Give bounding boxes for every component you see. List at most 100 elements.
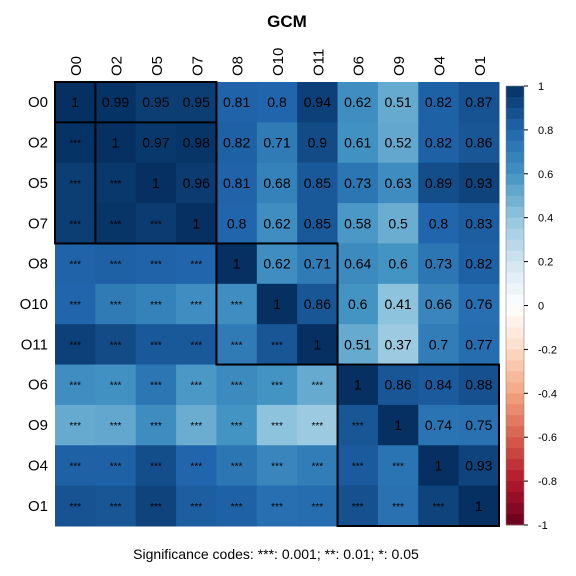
- cell-significance-label: ***: [312, 421, 324, 432]
- colorbar-segment: [506, 118, 524, 131]
- cell-significance-label: ***: [69, 300, 81, 311]
- colorbar-tick-label: 0.4: [538, 213, 553, 225]
- heatmap-cell: [418, 82, 460, 123]
- heatmap-cell: [418, 162, 460, 204]
- cell-value-label: 0.68: [263, 175, 290, 191]
- row-label: O4: [28, 457, 48, 474]
- colorbar-segment: [506, 184, 524, 197]
- cell-value-label: 0.76: [465, 296, 492, 312]
- cell-value-label: 0.95: [142, 94, 169, 110]
- cell-value-label: 0.71: [304, 256, 331, 272]
- colorbar-segment: [506, 404, 524, 416]
- cell-value-label: 0.97: [142, 135, 169, 151]
- colorbar-segment: [506, 305, 524, 317]
- cell-significance-label: ***: [69, 381, 81, 392]
- colorbar-segment: [506, 514, 524, 526]
- colorbar-segment: [506, 107, 524, 120]
- chart-title: GCM: [267, 12, 307, 31]
- cell-value-label: 0.94: [304, 94, 331, 110]
- heatmap-cell: [458, 404, 500, 446]
- colorbar-segment: [506, 481, 524, 493]
- cell-value-label: 0.93: [465, 175, 492, 191]
- heatmap-cell: [95, 122, 137, 164]
- heatmap-cell: [297, 82, 339, 123]
- cell-value-label: 0.83: [465, 215, 492, 231]
- cell-significance-label: ***: [110, 340, 122, 351]
- heatmap-cell: [95, 203, 137, 244]
- heatmap-cells: [55, 82, 500, 527]
- cell-significance-label: ***: [190, 502, 202, 513]
- cell-value-label: 0.77: [465, 336, 492, 352]
- heatmap-cell: [135, 324, 177, 366]
- heatmap-cell: [377, 203, 419, 244]
- heatmap-cell: [377, 485, 419, 527]
- cell-significance-label: ***: [190, 300, 202, 311]
- heatmap-cell: [337, 162, 379, 204]
- heatmap-cell: [297, 364, 339, 406]
- cell-value-label: 1: [273, 296, 281, 312]
- cell-value-label: 1: [435, 457, 443, 473]
- heatmap-cell: [55, 283, 96, 325]
- heatmap-cell: [377, 82, 419, 123]
- heatmap-cell: [377, 364, 419, 406]
- cell-significance-label: ***: [352, 461, 364, 472]
- heatmap-cell: [135, 243, 177, 285]
- heatmap-cell: [458, 82, 500, 123]
- cell-value-label: 0.62: [263, 215, 290, 231]
- colorbar-segment: [506, 327, 524, 339]
- cell-value-label: 0.62: [263, 256, 290, 272]
- heatmap-cell: [297, 404, 339, 446]
- heatmap-cell: [337, 445, 379, 487]
- heatmap-cell: [216, 203, 258, 244]
- cell-significance-label: ***: [150, 461, 162, 472]
- heatmap-cell: [256, 162, 298, 204]
- colorbar-segment: [506, 283, 524, 295]
- heatmap-cell: [135, 283, 177, 325]
- cell-value-label: 0.86: [465, 135, 492, 151]
- row-labels: O0 O2 O5 O7 O8 O10 O11 O6 O9 O4 O1: [20, 94, 48, 515]
- heatmap-cell: [256, 243, 298, 285]
- cell-value-label: 0.82: [425, 94, 452, 110]
- heatmap-cell: [418, 324, 460, 366]
- cell-value-label: 0.61: [344, 135, 371, 151]
- heatmap-cell: [418, 485, 460, 527]
- colorbar-segment: [506, 140, 524, 153]
- cell-significance-label: ***: [69, 461, 81, 472]
- heatmap-cell: [337, 283, 379, 325]
- cell-value-label: 0.51: [344, 336, 371, 352]
- cell-significance-label: ***: [69, 260, 81, 271]
- heatmap-cell: [95, 283, 137, 325]
- colorbar-tick-label: 1: [538, 81, 544, 93]
- heatmap-cell: [55, 324, 96, 366]
- row-label: O8: [28, 256, 48, 273]
- heatmap-cell: [135, 404, 177, 446]
- colorbar-segment: [506, 459, 524, 471]
- heatmap-cell: [418, 122, 460, 164]
- cell-significance-label: ***: [231, 340, 243, 351]
- colorbar-tick-label: -0.6: [538, 432, 557, 444]
- heatmap-cell-labels: 1 0.99 0.95 0.95 0.81 0.8 0.94 0.62 0.51 0.82 0.87…: [69, 94, 492, 514]
- row-label: O9: [28, 417, 48, 434]
- cell-significance-label: ***: [150, 421, 162, 432]
- column-label: O5: [149, 56, 166, 76]
- cell-value-label: 0.81: [223, 175, 250, 191]
- heatmap-cell: [135, 203, 177, 244]
- cell-value-label: 1: [313, 336, 321, 352]
- row-label: O10: [20, 296, 48, 313]
- heatmap-cell: [297, 283, 339, 325]
- colorbar-segment: [506, 173, 524, 186]
- cell-significance-label: ***: [392, 461, 404, 472]
- cell-value-label: 0.74: [425, 417, 452, 433]
- heatmap-cell: [458, 122, 500, 164]
- heatmap-cell: [55, 445, 96, 487]
- cell-value-label: 0.82: [223, 135, 250, 151]
- cell-significance-label: ***: [110, 502, 122, 513]
- heatmap-cell: [418, 243, 460, 285]
- heatmap-cell: [176, 404, 217, 446]
- heatmap-cell: [337, 485, 379, 527]
- cell-significance-label: ***: [69, 421, 81, 432]
- heatmap-cell: [418, 203, 460, 244]
- colorbar-segment: [506, 448, 524, 460]
- cell-value-label: 1: [152, 175, 160, 191]
- heatmap-cell: [418, 364, 460, 406]
